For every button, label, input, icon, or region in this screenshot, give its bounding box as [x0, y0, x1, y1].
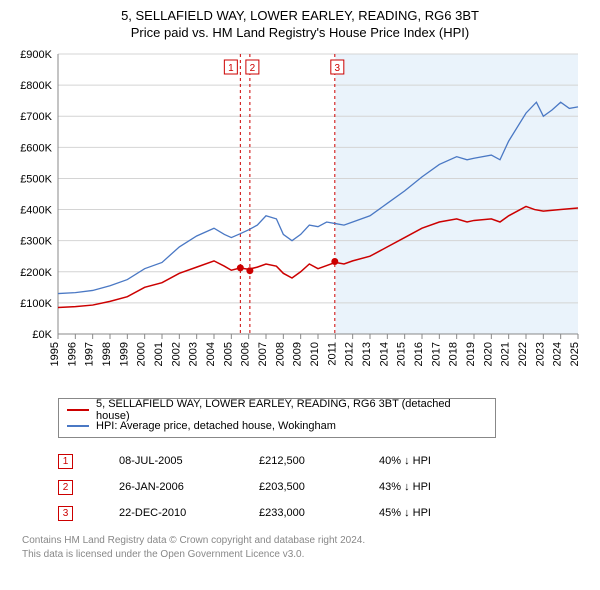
x-tick-label: 2021 [500, 342, 512, 366]
x-tick-label: 2012 [344, 342, 356, 366]
chart-legend: 5, SELLAFIELD WAY, LOWER EARLEY, READING… [58, 398, 496, 438]
x-tick-label: 2002 [170, 342, 182, 366]
x-tick-label: 2015 [396, 342, 408, 366]
x-tick-label: 2006 [240, 342, 252, 366]
legend-swatch [67, 409, 89, 411]
sale-row-date: 22-DEC-2010 [119, 507, 259, 519]
sale-row-price: £203,500 [259, 481, 379, 493]
title-block: 5, SELLAFIELD WAY, LOWER EARLEY, READING… [14, 8, 586, 40]
sale-marker-number: 3 [335, 63, 341, 74]
x-tick-label: 2014 [378, 342, 390, 366]
chart-shade [335, 54, 578, 334]
x-tick-label: 2000 [136, 342, 148, 366]
sales-row: 2 26-JAN-2006£203,50043% ↓ HPI [58, 474, 558, 500]
x-tick-label: 2008 [274, 342, 286, 366]
y-tick-label: £500K [20, 173, 52, 185]
sale-row-date: 08-JUL-2005 [119, 455, 259, 467]
legend-swatch [67, 425, 89, 427]
footer-attribution: Contains HM Land Registry data © Crown c… [22, 534, 586, 561]
footer-line-1: Contains HM Land Registry data © Crown c… [22, 534, 586, 548]
sale-marker-number: 1 [228, 63, 234, 74]
legend-label: 5, SELLAFIELD WAY, LOWER EARLEY, READING… [96, 398, 487, 422]
sales-table: 1 08-JUL-2005£212,50040% ↓ HPI 2 26-JAN-200… [58, 448, 558, 526]
sale-row-marker: 3 [58, 506, 73, 521]
x-tick-label: 2020 [482, 342, 494, 366]
x-tick-label: 2001 [153, 342, 165, 366]
sale-row-delta: 43% ↓ HPI [379, 481, 499, 493]
y-tick-label: £700K [20, 111, 52, 123]
x-tick-label: 2013 [361, 342, 373, 366]
sales-row: 1 08-JUL-2005£212,50040% ↓ HPI [58, 448, 558, 474]
chart-svg: £0K £100K £200K £300K £400K £500K £600K £700K £8… [14, 46, 586, 386]
footer-line-2: This data is licensed under the Open Gov… [22, 548, 586, 562]
x-tick-label: 2016 [413, 342, 425, 366]
page-title: 5, SELLAFIELD WAY, LOWER EARLEY, READING… [14, 8, 586, 23]
y-tick-label: £900K [20, 49, 52, 61]
x-tick-label: 2009 [292, 342, 304, 366]
sale-row-marker: 1 [58, 454, 73, 469]
sale-row-marker: 2 [58, 480, 73, 495]
x-tick-label: 2005 [222, 342, 234, 366]
sale-row-price: £212,500 [259, 455, 379, 467]
x-tick-label: 2018 [448, 342, 460, 366]
x-tick-label: 2007 [257, 342, 269, 366]
y-tick-label: £800K [20, 80, 52, 92]
x-tick-label: 1998 [101, 342, 113, 366]
sale-row-delta: 40% ↓ HPI [379, 455, 499, 467]
x-tick-label: 2003 [188, 342, 200, 366]
sales-row: 3 22-DEC-2010£233,00045% ↓ HPI [58, 500, 558, 526]
y-tick-label: £600K [20, 142, 52, 154]
page-container: 5, SELLAFIELD WAY, LOWER EARLEY, READING… [0, 0, 600, 571]
x-tick-label: 2010 [309, 342, 321, 366]
x-tick-label: 2025 [569, 342, 581, 366]
x-tick-label: 2004 [205, 342, 217, 366]
x-tick-label: 1997 [84, 342, 96, 366]
x-tick-label: 2011 [326, 342, 338, 366]
x-tick-label: 2017 [430, 342, 442, 366]
sale-row-delta: 45% ↓ HPI [379, 507, 499, 519]
sale-marker-number: 2 [250, 63, 256, 74]
x-tick-label: 2023 [534, 342, 546, 366]
x-tick-label: 2024 [552, 342, 564, 366]
legend-label: HPI: Average price, detached house, Woki… [96, 420, 336, 432]
y-tick-label: £400K [20, 205, 52, 217]
price-chart: £0K £100K £200K £300K £400K £500K £600K £700K £8… [14, 46, 586, 386]
x-tick-label: 1995 [49, 342, 61, 366]
x-tick-label: 1999 [118, 342, 130, 366]
y-tick-label: £300K [20, 236, 52, 248]
y-tick-label: £100K [20, 298, 52, 310]
y-tick-label: £0K [32, 329, 52, 341]
y-tick-label: £200K [20, 267, 52, 279]
legend-row: 5, SELLAFIELD WAY, LOWER EARLEY, READING… [67, 402, 487, 418]
x-tick-label: 2022 [517, 342, 529, 366]
x-tick-label: 2019 [465, 342, 477, 366]
x-tick-label: 1996 [66, 342, 78, 366]
page-subtitle: Price paid vs. HM Land Registry's House … [14, 25, 586, 40]
sale-row-date: 26-JAN-2006 [119, 481, 259, 493]
sale-row-price: £233,000 [259, 507, 379, 519]
